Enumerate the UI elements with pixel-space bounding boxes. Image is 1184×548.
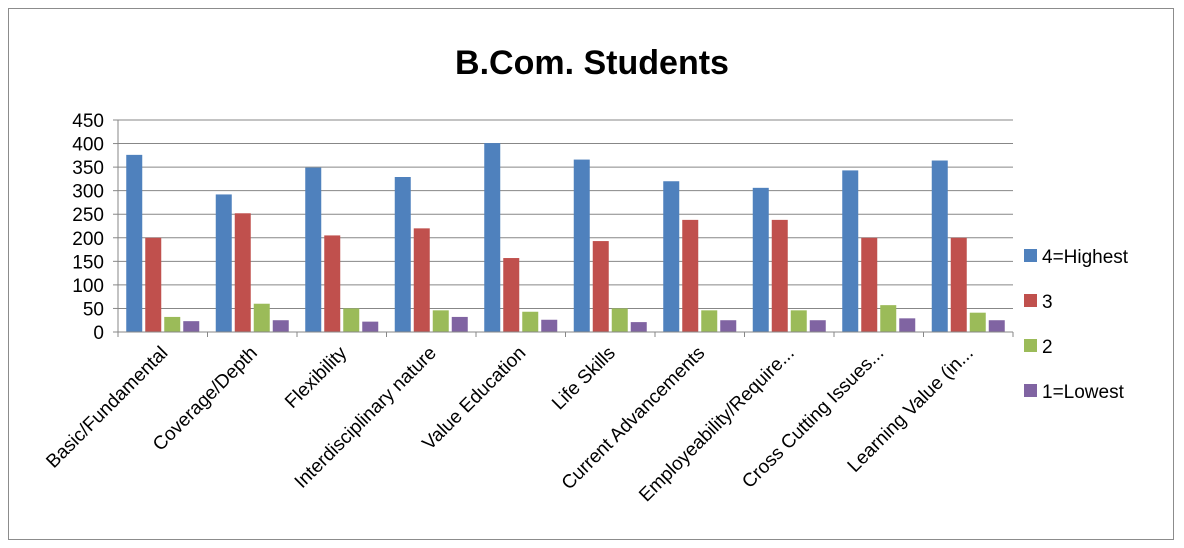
bar-1-lowest-4 [541,319,558,332]
axes [113,119,1014,337]
bar-1-lowest-9 [988,320,1005,332]
bar-1-lowest-3 [451,316,468,332]
bar-3-2 [324,235,341,332]
bar-4-highest-5 [573,159,590,332]
y-tick-label: 250 [72,205,104,226]
bar-3-0 [145,237,162,332]
bar-1-lowest-2 [362,321,379,332]
bar-2-0 [164,316,181,332]
x-tick-label: Current Advancements [558,343,710,495]
bar-1-lowest-1 [272,320,289,332]
bar-4-highest-9 [931,160,948,332]
legend-label: 2 [1042,337,1053,358]
bar-4-highest-3 [394,177,411,332]
bar-2-5 [611,308,628,332]
legend-label: 3 [1042,292,1053,313]
bar-3-7 [771,219,788,332]
x-tick-label: Flexibility [281,342,351,412]
bar-1-lowest-5 [630,322,647,332]
y-tick-label: 200 [72,229,104,250]
bar-2-9 [969,312,986,332]
x-tick-label: Basic/Fundamental [42,343,172,473]
bar-3-3 [413,228,430,332]
y-tick-label: 150 [72,252,104,273]
bar-2-7 [790,310,807,332]
legend-swatch [1024,249,1037,262]
y-tick-label: 300 [72,182,104,203]
bar-1-lowest-8 [899,318,916,332]
bar-1-lowest-6 [720,320,737,332]
bar-4-highest-8 [842,170,859,332]
bar-3-9 [950,237,967,332]
bar-3-4 [503,258,520,332]
y-tick-label: 450 [72,111,104,132]
bar-3-8 [861,237,878,332]
legend-swatch [1024,384,1037,397]
chart-frame [8,8,1174,540]
bar-2-1 [253,303,270,332]
bar-4-highest-4 [484,143,501,332]
bar-4-highest-2 [305,167,322,332]
y-tick-label: 100 [72,276,104,297]
legend-swatch [1024,339,1037,352]
x-tick-label: Life Skills [548,343,620,415]
bar-4-highest-7 [752,187,769,332]
bar-2-6 [701,310,718,332]
gridlines [118,119,1013,309]
y-tick-label: 400 [72,135,104,156]
y-tick-label: 50 [83,299,104,320]
legend: 4=Highest 3 2 1=Lowest [1024,247,1129,403]
bar-3-5 [592,241,609,332]
bars [126,143,1005,332]
bar-4-highest-6 [663,181,680,332]
legend-label: 4=Highest [1042,247,1129,268]
legend-label: 1=Lowest [1042,382,1125,403]
bar-4-highest-1 [215,194,232,332]
chart-title: B.Com. Students [455,44,729,82]
bar-2-2 [343,308,360,332]
bar-4-highest-0 [126,154,143,332]
y-tick-label: 0 [93,323,104,344]
bar-1-lowest-0 [183,321,200,332]
y-tick-label: 350 [72,158,104,179]
x-tick-label: Employeability/Require... [635,343,798,506]
bar-2-8 [880,305,897,332]
bar-2-3 [432,310,449,332]
bar-1-lowest-7 [809,320,826,332]
bar-2-4 [522,311,539,332]
bar-3-1 [234,213,251,332]
legend-swatch [1024,294,1037,307]
bar-3-6 [682,219,699,332]
